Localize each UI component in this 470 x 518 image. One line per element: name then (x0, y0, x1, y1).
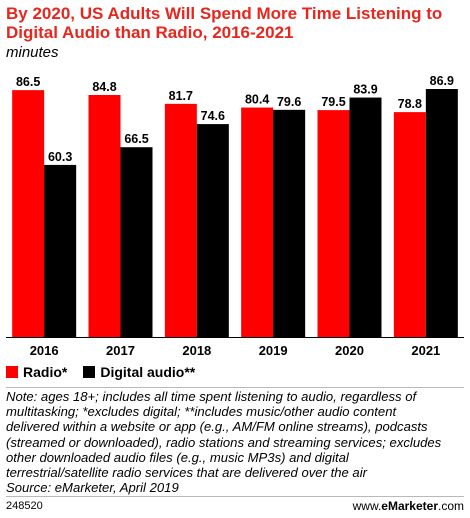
legend-label-radio: Radio* (23, 364, 68, 380)
source-line: Source: eMarketer, April 2019 (6, 480, 179, 496)
legend-swatch-radio (6, 366, 18, 378)
x-tick-label: 2016 (30, 343, 59, 358)
bar-digital-audio (120, 147, 153, 337)
bar-digital-audio (425, 89, 458, 337)
note-line: (streamed or downloaded), radio stations… (6, 434, 442, 450)
x-tick-label: 2018 (182, 343, 211, 358)
bar-radio (393, 112, 426, 337)
note-line: delivered within a website or app (e.g.,… (6, 419, 428, 435)
legend-swatch-digital (83, 366, 96, 378)
brand-suffix: .com (437, 499, 464, 513)
bar-chart: 86.5 60.3 2016 84.8 66.5 2017 81.7 74.6 2018 80.4… (6, 74, 464, 358)
bar-radio (88, 94, 121, 337)
note-line: other downloaded audio files (e.g., musi… (6, 449, 349, 465)
data-label: 83.9 (353, 83, 377, 97)
bar-digital-audio (273, 109, 306, 337)
chart-id: 248520 (6, 500, 43, 512)
data-label: 74.6 (201, 109, 225, 123)
x-tick-label: 2021 (411, 343, 440, 358)
divider-top (6, 387, 464, 388)
data-label: 60.3 (48, 150, 72, 164)
data-label: 79.6 (277, 95, 301, 109)
data-label: 86.9 (430, 74, 454, 88)
legend-label-digital: Digital audio** (100, 364, 196, 380)
bar-radio (241, 107, 274, 338)
brand-logo[interactable]: www.eMarketer.com (353, 499, 464, 513)
data-label: 84.8 (92, 80, 116, 94)
legend-item-radio: Radio* (6, 364, 67, 380)
divider-bottom (6, 496, 464, 497)
legend-item-digital: Digital audio** (83, 364, 195, 380)
brand-name: eMarketer (381, 499, 438, 513)
bar-radio (164, 103, 197, 337)
bar-radio (317, 110, 350, 337)
data-label: 79.5 (321, 95, 345, 109)
chart-note: Note: ages 18+; includes all time spent … (6, 389, 466, 495)
bar-digital-audio (349, 97, 382, 338)
brand-prefix: www. (352, 499, 382, 513)
bar-digital-audio (44, 164, 77, 337)
data-label: 80.4 (245, 93, 269, 107)
chart-subtitle: minutes (6, 44, 59, 61)
data-label: 81.7 (169, 89, 193, 103)
chart-title: By 2020, US Adults Will Spend More Time … (6, 4, 443, 42)
data-label: 66.5 (124, 132, 148, 146)
x-tick-label: 2020 (335, 343, 364, 358)
data-label: 78.8 (398, 97, 422, 111)
data-label: 86.5 (16, 75, 40, 89)
x-tick-label: 2019 (259, 343, 288, 358)
legend: Radio* Digital audio** (6, 362, 211, 382)
x-tick-label: 2017 (106, 343, 135, 358)
bar-radio (12, 90, 45, 337)
note-line: multitasking; *excludes digital; **inclu… (6, 404, 397, 420)
note-line: Note: ages 18+; includes all time spent … (6, 389, 417, 404)
note-line: terrestrial/satellite radio services tha… (6, 465, 367, 481)
bar-digital-audio (196, 124, 229, 337)
